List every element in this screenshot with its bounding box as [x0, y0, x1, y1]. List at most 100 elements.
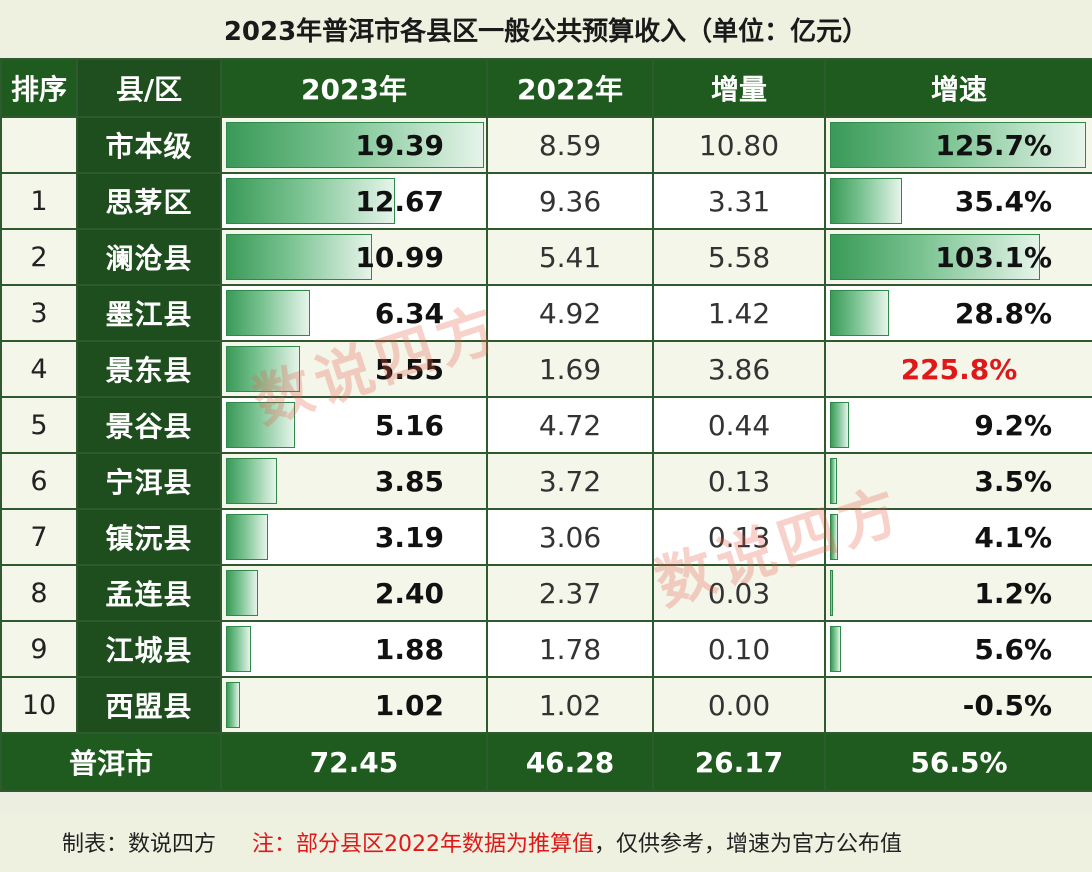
rank-cell: 3 [0, 284, 78, 342]
header-rank: 排序 [0, 58, 78, 118]
footer-source: 制表：数说四方 [62, 832, 217, 857]
total-increase: 26.17 [652, 732, 826, 792]
rank-cell: 8 [0, 564, 78, 622]
header-row: 排序 县/区 2023年 2022年 增量 增速 [0, 58, 1092, 118]
rank-cell: 4 [0, 340, 78, 398]
value-2022: 1.69 [486, 340, 654, 398]
table-row: 1 思茅区 12.67 9.36 3.31 35.4% [0, 172, 1092, 230]
bar-growth [830, 458, 837, 504]
table-row: 9 江城县 1.88 1.78 0.10 5.6% [0, 620, 1092, 678]
table-row: 市本级 19.39 8.59 10.80 125.7% [0, 116, 1092, 174]
value-2023-cell: 3.19 [220, 508, 488, 566]
value-2022: 2.37 [486, 564, 654, 622]
growth-cell: 35.4% [824, 172, 1092, 230]
total-growth: 56.5% [824, 732, 1092, 792]
table-row: 10 西盟县 1.02 1.02 0.00 -0.5% [0, 676, 1092, 734]
header-2022: 2022年 [486, 58, 654, 118]
increase-value: 10.80 [652, 116, 826, 174]
growth-cell: 225.8% [824, 340, 1092, 398]
table-title: 2023年普洱市各县区一般公共预算收入（单位：亿元） [0, 0, 1092, 58]
increase-value: 0.00 [652, 676, 826, 734]
growth-value: -0.5% [962, 688, 1052, 722]
header-name: 县/区 [76, 58, 222, 118]
bar-growth [830, 570, 833, 616]
value-2022: 3.06 [486, 508, 654, 566]
value-2023-cell: 12.67 [220, 172, 488, 230]
bar-growth [830, 290, 889, 336]
growth-cell: 4.1% [824, 508, 1092, 566]
growth-value: 125.7% [935, 128, 1052, 162]
value-2023: 12.67 [355, 184, 444, 218]
table-body: 市本级 19.39 8.59 10.80 125.7% 1 思茅区 12.67 9.36 3.31… [0, 116, 1092, 734]
increase-value: 1.42 [652, 284, 826, 342]
value-2023-cell: 1.02 [220, 676, 488, 734]
bar-2023 [226, 234, 372, 280]
table-row: 7 镇沅县 3.19 3.06 0.13 4.1% [0, 508, 1092, 566]
footer: 制表：数说四方 注：部分县区2022年数据为推算值 ，仅供参考，增速为官方公布值 [0, 812, 1092, 872]
rank-cell: 5 [0, 396, 78, 454]
value-2023-cell: 2.40 [220, 564, 488, 622]
rank-cell: 1 [0, 172, 78, 230]
value-2023: 1.02 [374, 688, 444, 722]
bar-2023 [226, 402, 295, 448]
county-name: 景谷县 [76, 396, 222, 454]
value-2023: 1.88 [374, 632, 444, 666]
growth-value: 3.5% [974, 464, 1052, 498]
growth-value: 5.6% [974, 632, 1052, 666]
value-2023-cell: 3.85 [220, 452, 488, 510]
value-2023: 3.85 [374, 464, 444, 498]
county-name: 江城县 [76, 620, 222, 678]
increase-value: 0.44 [652, 396, 826, 454]
value-2022: 9.36 [486, 172, 654, 230]
county-name: 市本级 [76, 116, 222, 174]
growth-value: 4.1% [974, 520, 1052, 554]
value-2023-cell: 19.39 [220, 116, 488, 174]
value-2022: 4.72 [486, 396, 654, 454]
rank-cell: 7 [0, 508, 78, 566]
growth-cell: 1.2% [824, 564, 1092, 622]
total-row: 普洱市 72.45 46.28 26.17 56.5% [0, 732, 1092, 792]
county-name: 西盟县 [76, 676, 222, 734]
bar-growth [830, 514, 838, 560]
header-growth: 增速 [824, 58, 1092, 118]
county-name: 澜沧县 [76, 228, 222, 286]
value-2023: 5.16 [374, 408, 444, 442]
growth-cell: 103.1% [824, 228, 1092, 286]
bar-2023 [226, 570, 258, 616]
value-2023-cell: 6.34 [220, 284, 488, 342]
county-name: 镇沅县 [76, 508, 222, 566]
value-2023: 19.39 [355, 128, 444, 162]
table-row: 2 澜沧县 10.99 5.41 5.58 103.1% [0, 228, 1092, 286]
growth-cell: 9.2% [824, 396, 1092, 454]
growth-value: 35.4% [954, 184, 1052, 218]
total-name: 普洱市 [0, 732, 222, 792]
bar-2023 [226, 178, 395, 224]
value-2022: 8.59 [486, 116, 654, 174]
value-2023-cell: 5.16 [220, 396, 488, 454]
table-row: 6 宁洱县 3.85 3.72 0.13 3.5% [0, 452, 1092, 510]
increase-value: 0.03 [652, 564, 826, 622]
increase-value: 5.58 [652, 228, 826, 286]
header-increase: 增量 [652, 58, 826, 118]
bar-growth [830, 122, 1086, 168]
county-name: 孟连县 [76, 564, 222, 622]
table-row: 3 墨江县 6.34 4.92 1.42 28.8% [0, 284, 1092, 342]
growth-cell: 5.6% [824, 620, 1092, 678]
increase-value: 0.10 [652, 620, 826, 678]
growth-cell: 28.8% [824, 284, 1092, 342]
value-2022: 3.72 [486, 452, 654, 510]
value-2023: 2.40 [374, 576, 444, 610]
increase-value: 0.13 [652, 452, 826, 510]
value-2022: 4.92 [486, 284, 654, 342]
value-2023: 3.19 [374, 520, 444, 554]
value-2022: 1.78 [486, 620, 654, 678]
total-2023: 72.45 [220, 732, 488, 792]
bar-growth [830, 402, 849, 448]
growth-cell: 125.7% [824, 116, 1092, 174]
rank-cell [0, 116, 78, 174]
bar-2023 [226, 514, 268, 560]
growth-value: 28.8% [954, 296, 1052, 330]
growth-cell: -0.5% [824, 676, 1092, 734]
value-2023: 10.99 [355, 240, 444, 274]
